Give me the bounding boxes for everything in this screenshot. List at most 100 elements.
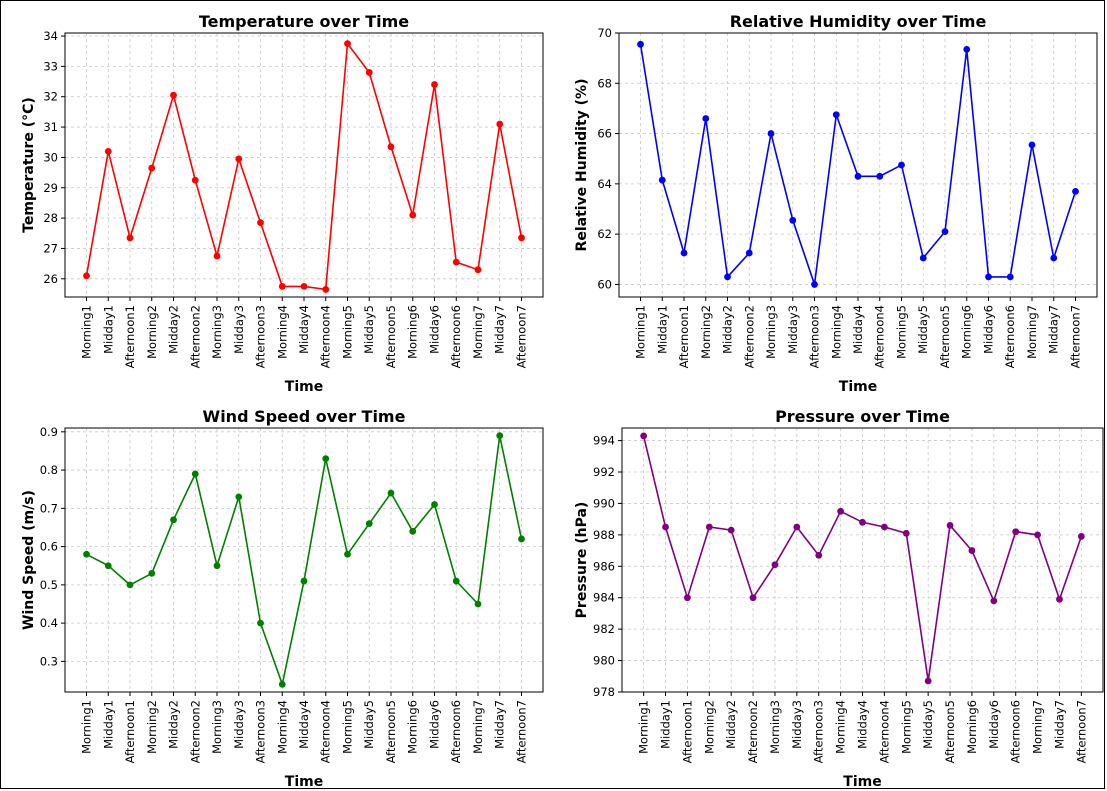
- pressure-xtick-label: Midday4: [856, 700, 870, 749]
- pressure-point: [902, 529, 910, 537]
- pressure-xtick-label: Midday7: [1052, 700, 1066, 749]
- pressure-xtick-label: Morning1: [637, 700, 651, 754]
- wind-speed-point: [235, 493, 243, 501]
- temperature-point: [387, 143, 395, 151]
- humidity-xtick-label: Morning1: [634, 305, 648, 359]
- pressure-point: [990, 597, 998, 605]
- temperature-point: [170, 91, 177, 99]
- wind-speed-point: [170, 516, 177, 524]
- pressure-xtick-label: Afternoon7: [1074, 700, 1088, 763]
- humidity-xtick-label: Midday5: [916, 305, 930, 354]
- pressure-xtick-label: Afternoon5: [943, 700, 957, 763]
- pressure-point: [684, 594, 691, 602]
- humidity-point: [680, 249, 688, 257]
- pressure-ytick-label: 990: [593, 496, 615, 510]
- humidity-point: [1072, 188, 1079, 195]
- temperature-xtick-label: Afternoon6: [449, 305, 463, 368]
- pressure-xtick-label: Afternoon2: [746, 700, 760, 763]
- pressure-xtick-label: Afternoon3: [812, 700, 826, 763]
- wind-speed-point: [387, 489, 395, 497]
- humidity-point: [637, 40, 644, 48]
- humidity-point: [832, 111, 840, 119]
- humidity-ytick-label: 64: [597, 177, 612, 191]
- temperature-point: [126, 234, 134, 242]
- temperature-point: [322, 286, 330, 293]
- wind-speed-xtick-label: Afternoon1: [123, 700, 137, 763]
- pressure-point: [1012, 528, 1020, 536]
- wind-speed-ytick-label: 0.3: [40, 654, 58, 668]
- humidity-xtick-label: Morning2: [699, 305, 713, 359]
- pressure-point: [749, 594, 757, 602]
- wind-speed-xtick-label: Midday2: [167, 700, 181, 749]
- wind-speed-point: [148, 569, 156, 577]
- temperature-xtick-label: Morning6: [406, 305, 420, 359]
- pressure-point: [1056, 595, 1063, 603]
- pressure-point: [771, 561, 779, 569]
- humidity-point: [898, 161, 905, 169]
- wind-speed-ytick-label: 0.8: [40, 463, 58, 477]
- wind-speed-xtick-label: Morning3: [210, 700, 224, 754]
- pressure-x-axis-label: Time: [843, 774, 881, 790]
- temperature-y-axis-label: Temperature (°C): [21, 97, 37, 233]
- temperature-point: [365, 69, 373, 76]
- temperature-xtick-label: Midday3: [232, 305, 246, 354]
- temperature-ytick-label: 26: [43, 272, 58, 286]
- temperature-point: [518, 234, 525, 242]
- temperature-xtick-label: Midday1: [101, 305, 115, 354]
- humidity-point: [963, 45, 971, 53]
- wind-speed-point: [126, 581, 134, 589]
- wind-speed-y-axis-label: Wind Speed (m/s): [21, 490, 37, 630]
- pressure-ytick-label: 988: [593, 528, 615, 542]
- wind-speed-ytick-label: 0.7: [40, 501, 58, 515]
- humidity-point: [724, 273, 731, 281]
- humidity-point: [767, 130, 775, 137]
- pressure-xtick-label: Morning6: [965, 700, 979, 754]
- pressure-point: [793, 523, 801, 531]
- wind-speed-point: [431, 501, 438, 508]
- wind-speed-xtick-label: Afternoon5: [384, 700, 398, 763]
- wind-speed-xtick-label: Midday3: [232, 700, 246, 749]
- humidity-xtick-label: Afternoon2: [742, 305, 756, 368]
- pressure-point: [1077, 533, 1085, 540]
- pressure-point: [837, 507, 845, 515]
- temperature-point: [104, 147, 112, 155]
- humidity-xtick-label: Afternoon4: [873, 305, 887, 368]
- humidity-point: [745, 249, 753, 257]
- temperature-point: [83, 272, 90, 280]
- wind-speed-xtick-label: Midday4: [297, 700, 311, 749]
- humidity-title: Relative Humidity over Time: [730, 12, 987, 31]
- wind-speed-xtick-label: Afternoon4: [319, 700, 333, 763]
- pressure-xtick-label: Midday6: [987, 700, 1001, 749]
- temperature-point: [278, 282, 286, 290]
- wind-speed-chart: 0.3 0.4 0.5 0.6 0.7 0.8 0.9 Morning1 Midday1 Afte…: [21, 407, 544, 790]
- humidity-point: [789, 216, 797, 224]
- humidity-point: [941, 228, 949, 236]
- temperature-point: [257, 219, 264, 227]
- wind-speed-point: [83, 550, 90, 558]
- humidity-ytick-label: 70: [597, 26, 612, 40]
- pressure-ytick-label: 978: [593, 685, 615, 699]
- temperature-xtick-label: Morning1: [80, 305, 94, 359]
- temperature-point: [191, 176, 199, 184]
- pressure-point: [946, 522, 954, 529]
- temperature-xtick-label: Midday4: [297, 305, 311, 354]
- pressure-y-axis-label: Pressure (hPa): [574, 502, 590, 619]
- wind-speed-ytick-label: 0.9: [40, 425, 58, 439]
- wind-speed-point: [213, 562, 221, 570]
- temperature-xtick-label: Morning5: [340, 305, 354, 359]
- humidity-point: [876, 172, 884, 180]
- temperature-ytick-label: 30: [43, 150, 58, 164]
- pressure-point: [640, 432, 648, 440]
- humidity-xtick-label: Morning4: [829, 305, 843, 359]
- temperature-ytick-label: 27: [43, 241, 58, 255]
- humidity-ytick-label: 66: [597, 127, 612, 141]
- pressure-xtick-label: Morning2: [702, 700, 716, 754]
- temperature-point: [300, 282, 308, 290]
- temperature-xtick-label: Midday7: [493, 305, 507, 354]
- temperature-point: [452, 258, 460, 266]
- pressure-xtick-label: Midday2: [724, 700, 738, 749]
- wind-speed-point: [191, 470, 199, 478]
- pressure-xtick-label: Afternoon6: [1009, 700, 1023, 763]
- humidity-x-axis-label: Time: [839, 379, 877, 395]
- humidity-xtick-label: Midday1: [655, 305, 669, 354]
